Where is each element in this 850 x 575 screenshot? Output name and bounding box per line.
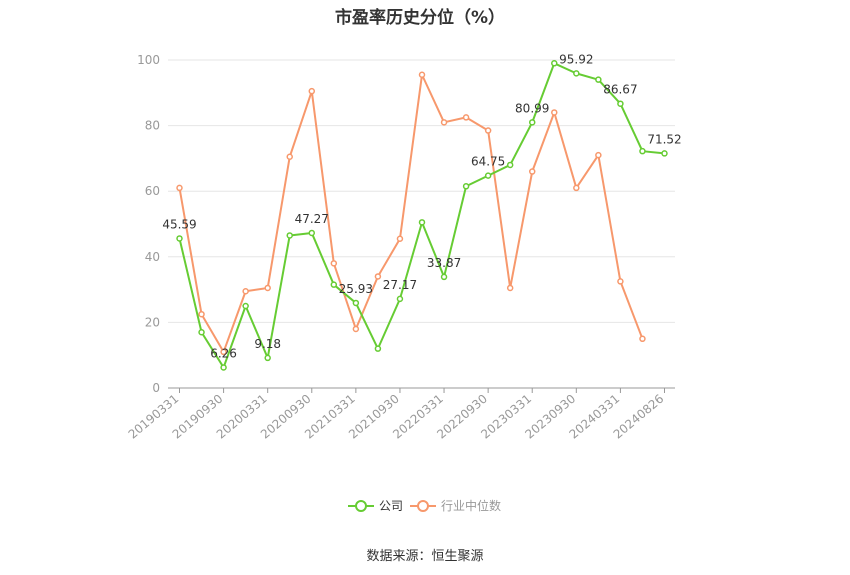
data-point-company — [440, 273, 448, 281]
data-label: 86.67 — [603, 83, 637, 97]
data-point-industry-median — [595, 151, 602, 159]
data-point-industry-median — [484, 127, 492, 134]
data-point-industry-median — [418, 71, 426, 79]
data-label: 9.18 — [254, 337, 281, 351]
data-point-industry-median — [286, 153, 293, 161]
data-point-company — [330, 281, 338, 288]
data-point-company — [484, 172, 492, 179]
legend-label-industry-median: 行业中位数 — [441, 498, 501, 513]
data-point-company — [506, 161, 514, 169]
legend-item-industry-median[interactable]: 行业中位数 — [410, 498, 501, 513]
data-label: 45.59 — [162, 217, 196, 231]
series-line-industry-median — [178, 73, 644, 353]
y-tick-label: 80 — [145, 119, 160, 133]
legend-marker-company — [355, 500, 367, 512]
data-point-industry-median — [308, 87, 316, 95]
y-tick-label: 0 — [152, 381, 160, 395]
data-point-industry-median — [396, 235, 404, 243]
data-point-company — [418, 219, 426, 226]
data-point-industry-median — [374, 273, 382, 280]
data-point-industry-median — [506, 284, 514, 292]
data-point-industry-median — [198, 310, 205, 318]
y-tick-label: 20 — [145, 315, 160, 329]
data-point-industry-median — [352, 325, 360, 333]
data-point-industry-median — [176, 184, 183, 192]
data-point-company — [551, 60, 558, 67]
legend-item-company[interactable]: 公司 — [348, 499, 403, 513]
data-label: 33.87 — [427, 256, 461, 270]
data-label: 25.93 — [339, 282, 373, 296]
data-point-company — [176, 235, 183, 242]
y-tick-label: 100 — [137, 53, 160, 67]
series-line-company — [178, 62, 665, 369]
data-point-company — [639, 147, 646, 155]
y-tick-label: 40 — [145, 250, 160, 264]
data-label: 80.99 — [515, 101, 549, 115]
data-point-industry-median — [264, 284, 271, 292]
data-point-industry-median — [639, 335, 646, 343]
data-point-company — [396, 295, 404, 303]
data-point-industry-median — [573, 184, 580, 192]
data-label: 47.27 — [295, 212, 329, 226]
data-point-company — [595, 76, 602, 83]
data-point-company — [286, 232, 293, 239]
data-point-company — [220, 364, 227, 371]
data-label: 95.92 — [559, 52, 593, 66]
legend-marker-industry-median — [417, 500, 429, 512]
data-point-industry-median — [617, 278, 624, 285]
legend[interactable]: 公司 行业中位数 — [348, 498, 501, 513]
data-label: 71.52 — [647, 132, 681, 146]
data-point-industry-median — [330, 260, 338, 267]
data-point-company — [264, 354, 271, 362]
series-layer — [176, 60, 668, 371]
data-point-company — [661, 150, 668, 157]
data-source: 数据来源：恒生聚源 — [366, 549, 484, 564]
data-point-company — [242, 302, 249, 310]
chart-title: 市盈率历史分位（%） — [334, 8, 506, 28]
data-point-industry-median — [242, 287, 249, 295]
legend-label-company: 公司 — [379, 499, 403, 513]
data-point-industry-median — [220, 348, 227, 356]
data-point-company — [462, 183, 470, 190]
grid-lines — [168, 59, 675, 323]
data-labels: 45.59 6.26 9.18 47.27 25.93 27.17 33.87 64.75 80… — [162, 52, 681, 360]
data-label: 27.17 — [383, 278, 417, 292]
data-point-company — [308, 229, 316, 237]
axes: 0204060801002019033120190930202003312020… — [126, 53, 675, 442]
data-label: 6.26 — [210, 346, 237, 360]
data-point-company — [374, 345, 382, 352]
data-point-company — [528, 119, 536, 126]
data-point-industry-median — [551, 109, 558, 116]
data-point-company — [573, 70, 580, 77]
data-point-industry-median — [528, 168, 536, 175]
data-point-company — [352, 299, 360, 307]
data-point-industry-median — [440, 119, 448, 126]
y-tick-label: 60 — [145, 184, 160, 198]
data-label: 64.75 — [471, 155, 505, 169]
data-point-company — [617, 100, 624, 107]
data-point-company — [198, 328, 205, 336]
data-point-industry-median — [462, 114, 470, 121]
